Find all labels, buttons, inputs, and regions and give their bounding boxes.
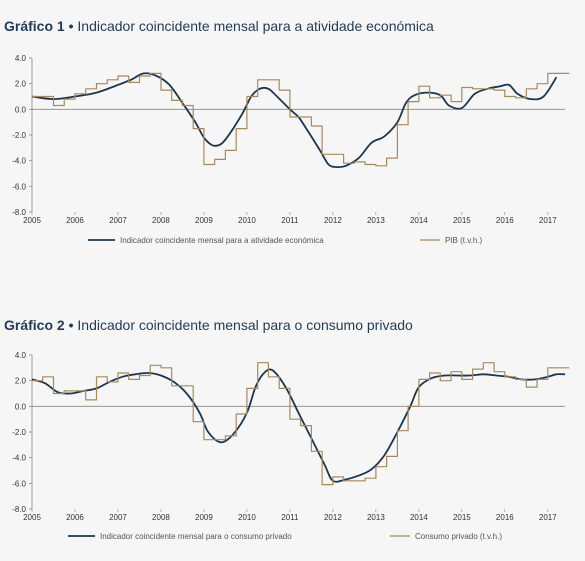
chart-title-text: Indicador coincidente mensal para o cons… [77,317,413,333]
y-tick-label: 0.0 [15,105,27,114]
chart-title-prefix: Gráfico 2 [4,317,65,333]
x-tick-label: 2017 [539,513,557,522]
chart-1: Gráfico 1 • Indicador coincidente mensal… [0,0,585,260]
x-tick-label: 2008 [152,513,170,522]
y-tick-label: 2.0 [15,80,27,89]
series-line-comparison [32,72,570,167]
x-tick-label: 2005 [23,216,41,225]
y-tick-label: 2.0 [15,377,27,386]
chart-title: Gráfico 2 • Indicador coincidente mensal… [4,317,413,333]
chart-title: Gráfico 1 • Indicador coincidente mensal… [4,18,434,34]
x-tick-label: 2017 [539,216,557,225]
legend-label-indicator: Indicador coincidente mensal para o cons… [100,532,292,541]
series-line-indicator [31,72,558,169]
x-tick-label: 2012 [324,216,342,225]
legend-label-indicator: Indicador coincidente mensal para a ativ… [120,236,324,245]
chart-title-prefix: Gráfico 1 [4,18,65,34]
x-tick-label: 2005 [23,513,41,522]
y-tick-label: -6.0 [12,182,26,191]
x-tick-label: 2015 [453,216,471,225]
y-tick-label: -8.0 [12,505,26,514]
x-tick-label: 2007 [109,513,127,522]
chart-title-text: Indicador coincidente mensal para a ativ… [77,18,434,34]
x-tick-label: 2015 [453,513,471,522]
chart-title-bullet: • [68,317,74,333]
x-tick-label: 2009 [195,216,213,225]
x-tick-label: 2009 [195,513,213,522]
x-tick-label: 2011 [281,216,299,225]
x-tick-label: 2016 [496,216,514,225]
x-tick-label: 2016 [496,513,514,522]
legend-label-comparison: PIB (t.v.h.) [445,236,483,245]
chart-title-bullet: • [68,18,74,34]
x-tick-label: 2010 [238,216,256,225]
y-tick-label: -2.0 [12,131,26,140]
y-tick-label: -8.0 [12,208,26,217]
y-tick-label: -4.0 [12,454,26,463]
x-tick-label: 2006 [66,513,84,522]
y-tick-label: -6.0 [12,479,26,488]
x-tick-label: 2011 [281,513,299,522]
y-tick-label: 4.0 [15,54,27,63]
x-tick-label: 2012 [324,513,342,522]
x-tick-label: 2014 [410,513,428,522]
y-tick-label: 4.0 [15,351,27,360]
series-line-comparison [32,362,570,486]
y-tick-label: -2.0 [12,428,26,437]
x-tick-label: 2013 [367,216,385,225]
y-tick-label: 0.0 [15,402,27,411]
chart-2: Gráfico 2 • Indicador coincidente mensal… [0,305,585,561]
series-line-indicator [31,368,566,483]
y-tick-label: -4.0 [12,157,26,166]
x-tick-label: 2007 [109,216,127,225]
x-tick-label: 2008 [152,216,170,225]
x-tick-label: 2013 [367,513,385,522]
x-tick-label: 2014 [410,216,428,225]
x-tick-label: 2006 [66,216,84,225]
legend-label-comparison: Consumo privado (t.v.h.) [415,532,502,541]
x-tick-label: 2010 [238,513,256,522]
